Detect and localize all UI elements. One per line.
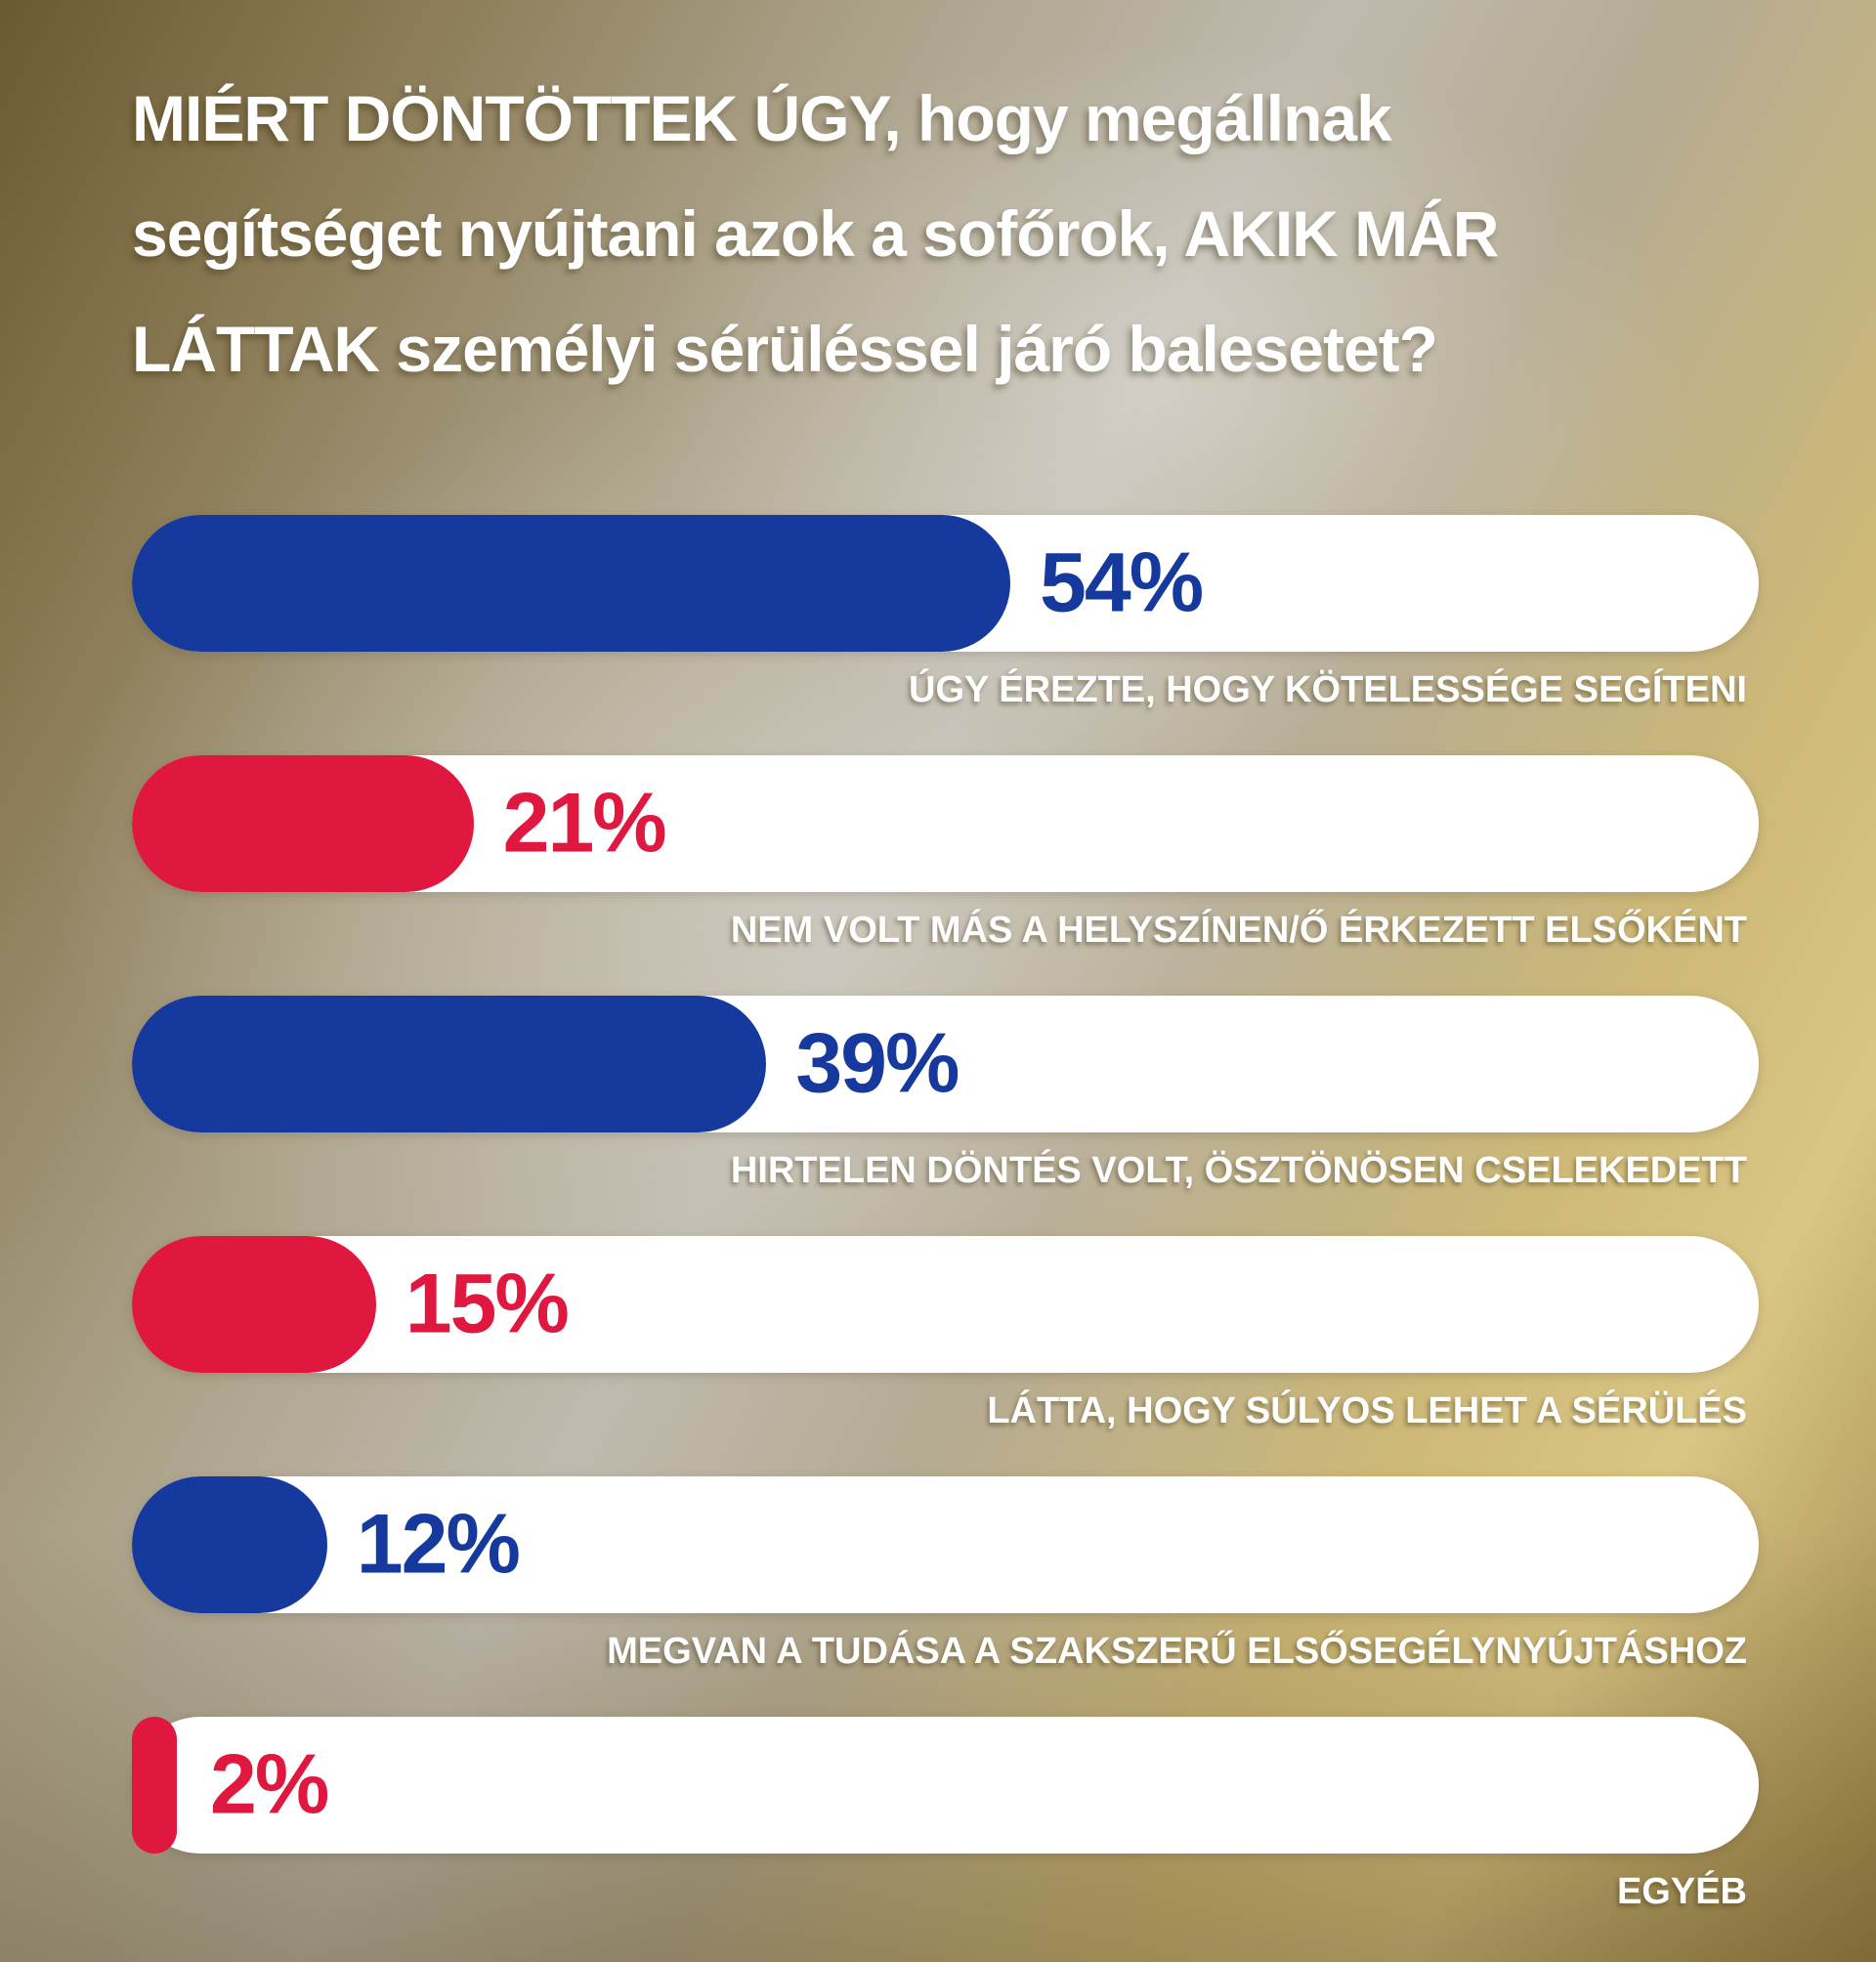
bar-track: 54% bbox=[132, 515, 1759, 652]
bar-label: NEM VOLT MÁS A HELYSZÍNEN/Ő ÉRKEZETT ELS… bbox=[730, 910, 1747, 951]
bar-value: 2% bbox=[210, 1737, 329, 1832]
title-line-1: MIÉRT DÖNTÖTTEK ÚGY, hogy megállnak bbox=[132, 82, 1392, 154]
bar-row: 15% LÁTTA, HOGY SÚLYOS LEHET A SÉRÜLÉS bbox=[132, 1236, 1759, 1433]
bar-track: 15% bbox=[132, 1236, 1759, 1373]
bar-track: 2% bbox=[132, 1717, 1759, 1854]
bar-track: 21% bbox=[132, 755, 1759, 892]
bar-row: 39% HIRTELEN DÖNTÉS VOLT, ÖSZTÖNÖSEN CSE… bbox=[132, 996, 1759, 1193]
bar-value: 15% bbox=[405, 1257, 570, 1351]
bar-fill bbox=[132, 996, 767, 1132]
bar-label: HIRTELEN DÖNTÉS VOLT, ÖSZTÖNÖSEN CSELEKE… bbox=[730, 1150, 1747, 1191]
bar-fill bbox=[132, 1236, 376, 1373]
title-line-2: segítséget nyújtani azok a sofőrok, AKIK… bbox=[132, 197, 1499, 270]
bar-label: MEGVAN A TUDÁSA A SZAKSZERŰ ELSŐSEGÉLYNY… bbox=[607, 1631, 1747, 1672]
bar-chart: 54% ÚGY ÉREZTE, HOGY KÖTELESSÉGE SEGÍTEN… bbox=[132, 515, 1759, 1957]
bar-row: 12% MEGVAN A TUDÁSA A SZAKSZERŰ ELSŐSEGÉ… bbox=[132, 1476, 1759, 1674]
bar-value: 54% bbox=[1040, 535, 1204, 630]
bar-fill bbox=[132, 515, 1011, 652]
bar-value: 39% bbox=[795, 1016, 959, 1111]
bar-row: 54% ÚGY ÉREZTE, HOGY KÖTELESSÉGE SEGÍTEN… bbox=[132, 515, 1759, 712]
bar-fill bbox=[132, 755, 474, 892]
page-title: MIÉRT DÖNTÖTTEK ÚGY, hogy megállnak segí… bbox=[132, 61, 1715, 406]
bar-row: 2% EGYÉB bbox=[132, 1717, 1759, 1914]
bar-label: EGYÉB bbox=[1616, 1871, 1747, 1912]
bar-track: 39% bbox=[132, 996, 1759, 1132]
bar-row: 21% NEM VOLT MÁS A HELYSZÍNEN/Ő ÉRKEZETT… bbox=[132, 755, 1759, 953]
title-line-3: LÁTTAK személyi sérüléssel járó balesete… bbox=[132, 313, 1438, 385]
bar-label: ÚGY ÉREZTE, HOGY KÖTELESSÉGE SEGÍTENI bbox=[909, 669, 1747, 710]
bar-fill bbox=[132, 1476, 327, 1613]
bar-label: LÁTTA, HOGY SÚLYOS LEHET A SÉRÜLÉS bbox=[987, 1390, 1747, 1431]
bar-fill bbox=[132, 1717, 177, 1854]
bar-value: 21% bbox=[502, 776, 667, 871]
bar-value: 12% bbox=[356, 1497, 521, 1592]
bar-track: 12% bbox=[132, 1476, 1759, 1613]
